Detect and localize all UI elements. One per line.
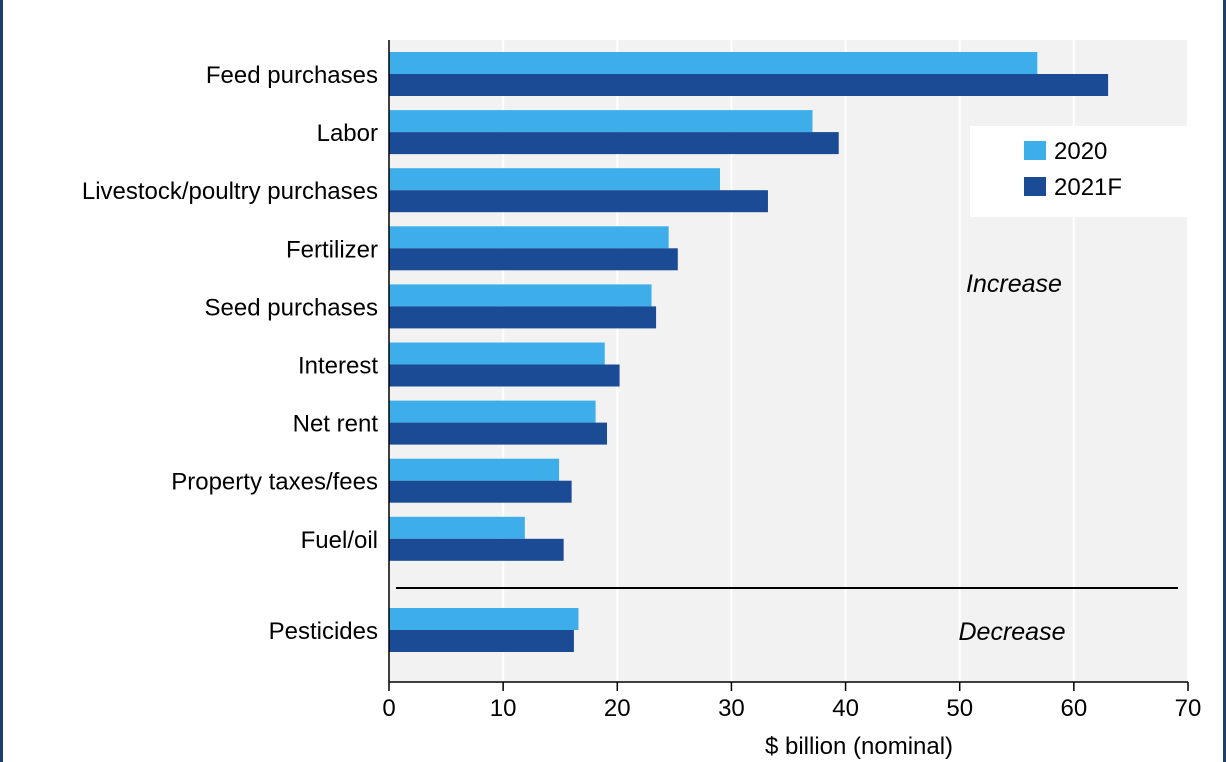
x-axis-title: $ billion (nominal) (765, 733, 953, 760)
bar-net-rent-2020 (389, 400, 596, 423)
annotation-decrease: Decrease (959, 618, 1066, 646)
category-label: Fertilizer (286, 236, 378, 263)
bar-labor-2021f (389, 132, 839, 155)
bar-feed-purchases-2021f (389, 74, 1109, 96)
bar-pesticides-2021f (389, 630, 574, 652)
category-label: Net rent (293, 411, 379, 438)
category-label: Fuel/oil (301, 527, 378, 554)
bar-fuel-oil-2020 (389, 516, 525, 539)
bar-livestock-poultry-purchases-2021f (389, 190, 768, 213)
x-tick-label: 30 (718, 695, 745, 722)
bar-pesticides-2020 (389, 608, 579, 630)
bar-property-taxes-fees-2021f (389, 480, 572, 503)
annotation-increase: Increase (966, 270, 1062, 298)
category-label: Interest (298, 353, 378, 380)
category-label: Property taxes/fees (171, 469, 378, 496)
x-tick-label: 20 (604, 695, 631, 722)
category-label: Labor (317, 120, 378, 147)
bar-fuel-oil-2021f (389, 538, 564, 561)
bar-seed-purchases-2020 (389, 284, 652, 307)
x-tick-label: 50 (946, 695, 973, 722)
bar-property-taxes-fees-2020 (389, 458, 560, 481)
x-tick-label: 10 (490, 695, 517, 722)
legend: 2020 2021F (970, 126, 1188, 217)
legend-swatch-2021f (1024, 177, 1046, 196)
bars (389, 52, 1109, 652)
bar-interest-2021f (389, 364, 620, 387)
bar-labor-2020 (389, 110, 813, 133)
x-tick-label: 40 (832, 695, 859, 722)
legend-label-2021f: 2021F (1054, 174, 1122, 201)
x-tick-label: 60 (1061, 695, 1088, 722)
category-labels: Feed purchases Labor Livestock/poultry pur… (82, 62, 378, 645)
bar-fertilizer-2020 (389, 226, 669, 249)
bar-net-rent-2021f (389, 422, 608, 445)
x-axis-ticks: 0 10 20 30 40 50 60 70 (382, 682, 1201, 722)
legend-background (970, 126, 1188, 217)
bar-fertilizer-2021f (389, 248, 678, 271)
legend-swatch-2020 (1024, 141, 1046, 160)
category-label: Pesticides (269, 618, 378, 645)
bar-feed-purchases-2020 (389, 52, 1038, 74)
category-label: Seed purchases (205, 294, 378, 321)
bar-seed-purchases-2021f (389, 306, 657, 329)
x-tick-label: 0 (382, 695, 395, 722)
legend-label-2020: 2020 (1054, 138, 1107, 165)
category-label: Livestock/poultry purchases (82, 178, 378, 205)
bar-interest-2020 (389, 342, 605, 365)
category-label: Feed purchases (206, 62, 378, 89)
bar-livestock-poultry-purchases-2020 (389, 168, 721, 191)
x-tick-label: 70 (1175, 695, 1202, 722)
